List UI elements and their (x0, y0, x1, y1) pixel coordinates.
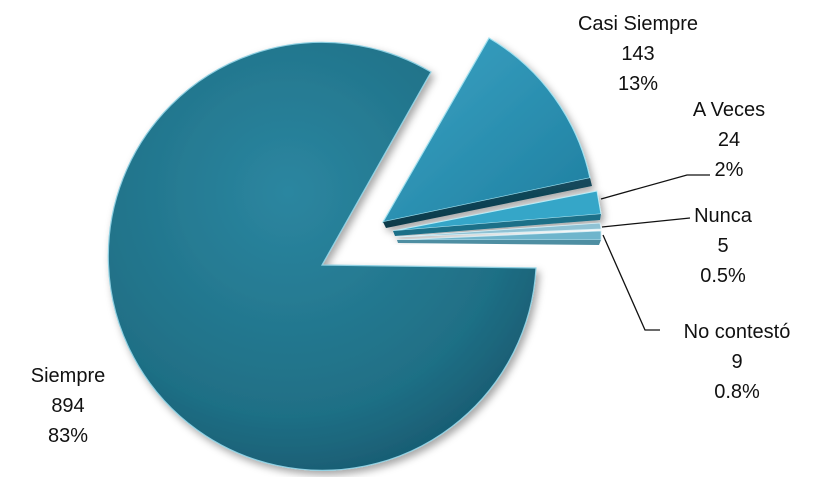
slice-a-veces (392, 190, 602, 236)
label-a-veces-percent: 2% (715, 159, 744, 181)
label-casi-siempre-value: 143 (621, 43, 654, 65)
label-nunca-value: 5 (717, 235, 728, 257)
leader-line-nunca (601, 217, 691, 228)
label-casi-siempre-percent: 13% (618, 73, 658, 95)
label-no-contesto-value: 9 (731, 351, 742, 373)
label-siempre-name: Siempre (31, 365, 105, 387)
slice-casi-siempre (381, 37, 592, 228)
label-no-contesto-name: No contestó (684, 321, 791, 343)
label-casi-siempre-name: Casi Siempre (578, 13, 698, 35)
label-siempre-value: 894 (51, 395, 84, 417)
label-a-veces-value: 24 (718, 129, 740, 151)
label-siempre-percent: 83% (48, 425, 88, 447)
label-nunca-percent: 0.5% (700, 265, 746, 287)
leader-line-no-contesto (602, 234, 660, 331)
leader-line-a-veces (600, 174, 710, 200)
slice-no-contesto (396, 230, 602, 245)
slice-siempre (107, 41, 537, 471)
label-no-contesto-percent: 0.8% (714, 381, 760, 403)
slice-nunca (395, 222, 602, 238)
label-nunca-name: Nunca (694, 205, 753, 227)
label-a-veces-name: A Veces (693, 99, 765, 121)
